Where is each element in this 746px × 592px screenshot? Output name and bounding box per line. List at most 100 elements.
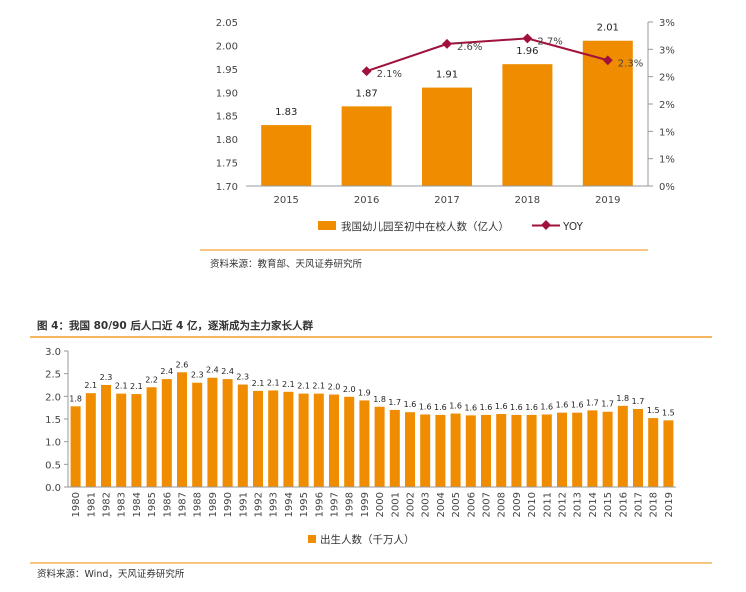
left-tick-label: 1.90 — [216, 88, 238, 99]
births-bar — [526, 414, 537, 487]
chart-enrollment: 2.1% 2.6% 2.7% 2.3% 1.83 1.87 1.91 1.96 2.01 1.… — [200, 18, 675, 270]
left-tick-label: 1.70 — [216, 182, 238, 193]
legend-bar-label: 我国幼儿园至初中在校人数（亿人） — [341, 220, 509, 233]
left-tick-label: 2.05 — [216, 18, 238, 29]
births-x-tick-label: 1996 — [314, 492, 325, 517]
yoy-data-label: 2.6% — [457, 42, 482, 53]
right-tick-label: 2% — [659, 73, 675, 84]
births-bar — [541, 414, 552, 487]
births-x-tick-label: 1985 — [147, 492, 158, 517]
births-data-label: 1.7 — [632, 397, 645, 406]
births-x-tick-label: 1997 — [330, 492, 341, 517]
births-data-label: 1.7 — [388, 398, 401, 407]
right-tick-label: 1% — [659, 155, 675, 166]
births-data-label: 2.3 — [191, 371, 204, 380]
births-bar — [329, 394, 339, 487]
enrollment-data-label: 1.96 — [516, 46, 538, 57]
yoy-data-label: 2.7% — [537, 36, 562, 47]
right-tick-label: 2% — [659, 100, 675, 111]
births-bar — [633, 409, 643, 487]
births-bar — [617, 405, 628, 487]
enrollment-data-label: 1.91 — [436, 70, 458, 81]
births-bar — [496, 414, 507, 487]
births-data-label: 1.6 — [556, 401, 569, 410]
births-x-tick-label: 2012 — [558, 492, 569, 517]
births-bar — [557, 412, 567, 487]
births-x-tick-label: 1987 — [178, 492, 189, 517]
births-data-label: 1.6 — [510, 403, 523, 412]
left-tick-label: 1.85 — [216, 112, 238, 123]
births-x-tick-label: 2004 — [436, 492, 447, 517]
right-tick-label: 3% — [659, 45, 675, 56]
births-x-tick-label: 2007 — [482, 492, 493, 517]
births-bar — [283, 391, 294, 487]
births-x-tick-label: 2010 — [527, 492, 538, 517]
births-x-tick-label: 2003 — [421, 492, 432, 517]
births-data-label: 1.8 — [69, 394, 82, 403]
births-data-label: 1.8 — [373, 395, 386, 404]
births-bar — [420, 414, 431, 487]
births-bar — [146, 387, 157, 487]
births-data-label: 2.0 — [343, 385, 356, 394]
births-data-label: 1.6 — [480, 403, 493, 412]
births-y-tick-label: 3.0 — [45, 347, 61, 358]
births-x-tick-label: 1988 — [193, 492, 204, 517]
yoy-marker — [602, 55, 613, 66]
births-data-label: 1.6 — [419, 402, 432, 411]
births-legend: 出生人数（千万人） — [308, 533, 415, 546]
births-x-tick-label: 1991 — [238, 492, 249, 517]
chart-births: 图 4：我国 80/90 后人口近 4 亿，逐渐成为主力家长人群 1.82.12… — [30, 319, 712, 580]
births-bar — [450, 413, 461, 487]
births-y-axis-ticks: 0.0 0.5 1.0 1.5 2.0 2.5 3.0 — [45, 347, 68, 494]
births-x-tick-label: 2015 — [603, 492, 614, 517]
births-x-tick-label: 1990 — [223, 492, 234, 517]
left-tick-label: 1.95 — [216, 65, 238, 76]
births-x-tick-label: 2009 — [512, 492, 523, 517]
left-tick-label: 2.00 — [216, 41, 238, 52]
births-data-label: 1.7 — [586, 398, 599, 407]
right-axis-ticks: 0% 1% 1% 2% 2% 3% 3% — [648, 18, 675, 193]
births-bar — [374, 406, 385, 487]
births-bar — [207, 377, 218, 487]
births-data-label: 2.4 — [160, 367, 173, 376]
births-bar — [70, 406, 81, 487]
births-bar — [161, 379, 172, 487]
births-x-tick-label: 2008 — [497, 492, 508, 517]
yoy-data-label: 2.3% — [618, 58, 643, 69]
births-data-label: 2.4 — [221, 367, 234, 376]
chart2-source: 资料来源：Wind，天风证券研究所 — [37, 568, 185, 580]
yoy-marker — [522, 33, 533, 44]
births-data-label: 1.6 — [434, 403, 447, 412]
births-x-tick-label: 2002 — [406, 492, 417, 517]
births-y-tick-label: 1.5 — [45, 415, 61, 426]
births-x-tick-label: 1983 — [117, 492, 128, 517]
births-bar — [587, 410, 598, 487]
births-data-label: 2.0 — [328, 383, 341, 392]
births-data-label: 1.6 — [495, 402, 508, 411]
enrollment-data-label: 2.01 — [597, 23, 619, 34]
right-tick-label: 3% — [659, 18, 675, 29]
births-bars — [70, 372, 674, 487]
births-x-tick-label: 2001 — [390, 492, 401, 517]
enrollment-bar — [261, 125, 312, 186]
births-x-tick-label: 2011 — [542, 492, 553, 517]
births-data-label: 2.1 — [84, 381, 97, 390]
births-data-label: 1.6 — [525, 403, 538, 412]
births-x-tick-label: 2019 — [664, 492, 675, 517]
legend-bar-swatch — [318, 221, 336, 230]
births-x-tick-label: 1998 — [345, 492, 356, 517]
enrollment-bar — [502, 64, 553, 186]
x-tick-label: 2015 — [273, 195, 298, 206]
yoy-line — [366, 37, 609, 73]
births-x-tick-label: 1995 — [299, 492, 310, 517]
left-tick-label: 1.80 — [216, 135, 238, 146]
enrollment-bar — [422, 87, 472, 186]
births-x-tick-label: 2016 — [618, 492, 629, 517]
births-bar — [85, 393, 96, 487]
x-tick-label: 2016 — [354, 195, 379, 206]
births-x-tick-label: 1981 — [86, 492, 97, 517]
births-x-tick-label: 1993 — [269, 492, 280, 517]
births-x-tick-label: 2017 — [634, 492, 645, 517]
left-axis-ticks: 1.70 1.75 1.80 1.85 1.90 1.95 2.00 2.05 — [216, 18, 238, 193]
